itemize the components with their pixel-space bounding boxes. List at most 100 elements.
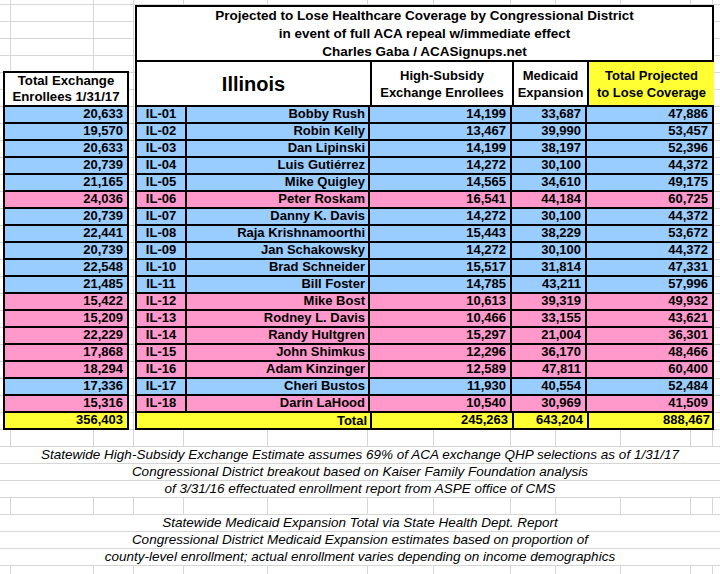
exchange-enrollees-cell[interactable]: 20,633 [5,107,127,124]
medicaid-cell[interactable]: 30,100 [512,158,587,173]
exchange-enrollees-cell[interactable]: 15,209 [5,311,127,328]
high-subsidy-cell[interactable]: 11,930 [370,379,512,394]
district-cell[interactable]: IL-12 [137,294,187,309]
district-cell[interactable]: IL-15 [137,345,187,360]
table-title-cell[interactable]: Projected to Lose Healthcare Coverage by… [137,7,712,62]
total-lose-cell[interactable]: 48,466 [587,345,712,360]
high-subsidy-cell[interactable]: 14,272 [370,158,512,173]
rep-name-cell[interactable]: Darin LaHood [187,396,370,411]
exchange-enrollees-cell[interactable]: 20,633 [5,141,127,158]
district-cell[interactable]: IL-03 [137,141,187,156]
total-lose-cell[interactable]: 44,372 [587,209,712,224]
total-label-cell[interactable]: Total [137,413,372,428]
total-lose-cell[interactable]: 43,621 [587,311,712,326]
rep-name-cell[interactable]: Adam Kinzinger [187,362,370,377]
rep-name-cell[interactable]: Luis Gutiérrez [187,158,370,173]
medicaid-cell[interactable]: 30,100 [512,209,587,224]
medicaid-cell[interactable]: 30,969 [512,396,587,411]
medicaid-cell[interactable]: 33,687 [512,107,587,122]
total-medicaid-cell[interactable]: 643,204 [514,413,589,428]
exchange-enrollees-cell[interactable]: 22,548 [5,260,127,277]
high-subsidy-cell[interactable]: 14,272 [370,243,512,258]
total-lose-cell[interactable]: 53,457 [587,124,712,139]
district-cell[interactable]: IL-02 [137,124,187,139]
district-cell[interactable]: IL-13 [137,311,187,326]
medicaid-cell[interactable]: 34,610 [512,175,587,190]
exchange-enrollees-cell[interactable]: 18,294 [5,362,127,379]
footnote-line[interactable]: of 3/31/16 effectuated enrollment report… [0,481,720,498]
rep-name-cell[interactable]: Raja Krishnamoorthi [187,226,370,241]
rep-name-cell[interactable]: Jan Schakowsky [187,243,370,258]
rep-name-cell[interactable]: Bill Foster [187,277,370,292]
total-projected-header-cell[interactable]: Total Projected to Lose Coverage [589,62,714,105]
district-cell[interactable]: IL-06 [137,192,187,207]
medicaid-header-cell[interactable]: Medicaid Expansion [514,62,589,105]
rep-name-cell[interactable]: Cheri Bustos [187,379,370,394]
rep-name-cell[interactable]: Rodney L. Davis [187,311,370,326]
exchange-enrollees-cell[interactable]: 15,422 [5,294,127,311]
exchange-enrollees-cell[interactable]: 22,229 [5,328,127,345]
high-subsidy-cell[interactable]: 16,541 [370,192,512,207]
total-lose-cell[interactable]: 49,175 [587,175,712,190]
high-subsidy-cell[interactable]: 14,272 [370,209,512,224]
district-cell[interactable]: IL-16 [137,362,187,377]
total-lose-cell[interactable]: 41,509 [587,396,712,411]
exchange-enrollees-header-cell[interactable]: Total Exchange Enrollees 1/31/17 [5,73,127,107]
total-lose-cell[interactable]: 57,996 [587,277,712,292]
exchange-enrollees-cell[interactable]: 15,316 [5,396,127,413]
rep-name-cell[interactable]: Bobby Rush [187,107,370,122]
high-subsidy-cell[interactable]: 10,540 [370,396,512,411]
total-lose-cell[interactable]: 60,400 [587,362,712,377]
high-subsidy-cell[interactable]: 10,466 [370,311,512,326]
exchange-enrollees-cell[interactable]: 17,868 [5,345,127,362]
district-cell[interactable]: IL-10 [137,260,187,275]
rep-name-cell[interactable]: Dan Lipinski [187,141,370,156]
rep-name-cell[interactable]: Randy Hultgren [187,328,370,343]
high-subsidy-cell[interactable]: 10,613 [370,294,512,309]
rep-name-cell[interactable]: Danny K. Davis [187,209,370,224]
total-lose-cell[interactable]: 53,672 [587,226,712,241]
footnote-line[interactable]: Statewide Medicaid Expansion Total via S… [0,515,720,532]
medicaid-cell[interactable]: 38,229 [512,226,587,241]
high-subsidy-cell[interactable]: 14,199 [370,107,512,122]
medicaid-cell[interactable]: 39,990 [512,124,587,139]
rep-name-cell[interactable]: Mike Quigley [187,175,370,190]
high-subsidy-header-cell[interactable]: High-Subsidy Exchange Enrollees [372,62,514,105]
district-cell[interactable]: IL-09 [137,243,187,258]
high-subsidy-cell[interactable]: 12,296 [370,345,512,360]
footnote-line[interactable]: Statewide High-Subsidy Exchange Estimate… [0,447,720,464]
district-cell[interactable]: IL-17 [137,379,187,394]
district-cell[interactable]: IL-01 [137,107,187,122]
district-cell[interactable]: IL-05 [137,175,187,190]
total-lose-cell[interactable]: 49,932 [587,294,712,309]
total-lose-cell[interactable]: 52,396 [587,141,712,156]
exchange-enrollees-cell[interactable]: 20,739 [5,243,127,260]
total-lose-cell[interactable]: 52,484 [587,379,712,394]
exchange-enrollees-cell[interactable]: 24,036 [5,192,127,209]
district-cell[interactable]: IL-14 [137,328,187,343]
exchange-enrollees-cell[interactable]: 17,336 [5,379,127,396]
total-lose-cell[interactable]: 36,301 [587,328,712,343]
footnote-line[interactable]: Congressional District Medicaid Expansio… [0,532,720,549]
footnote-line[interactable]: Congressional District breakout based on… [0,464,720,481]
high-subsidy-cell[interactable]: 13,467 [370,124,512,139]
exchange-enrollees-cell[interactable]: 21,165 [5,175,127,192]
district-cell[interactable]: IL-08 [137,226,187,241]
total-lose-cell[interactable]: 47,331 [587,260,712,275]
medicaid-cell[interactable]: 47,811 [512,362,587,377]
medicaid-cell[interactable]: 44,184 [512,192,587,207]
high-subsidy-cell[interactable]: 14,199 [370,141,512,156]
medicaid-cell[interactable]: 38,197 [512,141,587,156]
rep-name-cell[interactable]: Mike Bost [187,294,370,309]
district-cell[interactable]: IL-11 [137,277,187,292]
exchange-enrollees-total-cell[interactable]: 356,403 [5,413,127,428]
total-lose-cell[interactable]: 44,372 [587,158,712,173]
exchange-enrollees-cell[interactable]: 20,739 [5,209,127,226]
medicaid-cell[interactable]: 39,319 [512,294,587,309]
medicaid-cell[interactable]: 30,100 [512,243,587,258]
total-lose-coverage-cell[interactable]: 888,467 [589,413,714,428]
medicaid-cell[interactable]: 21,004 [512,328,587,343]
district-cell[interactable]: IL-07 [137,209,187,224]
state-header-cell[interactable]: Illinois [137,62,372,105]
district-cell[interactable]: IL-18 [137,396,187,411]
